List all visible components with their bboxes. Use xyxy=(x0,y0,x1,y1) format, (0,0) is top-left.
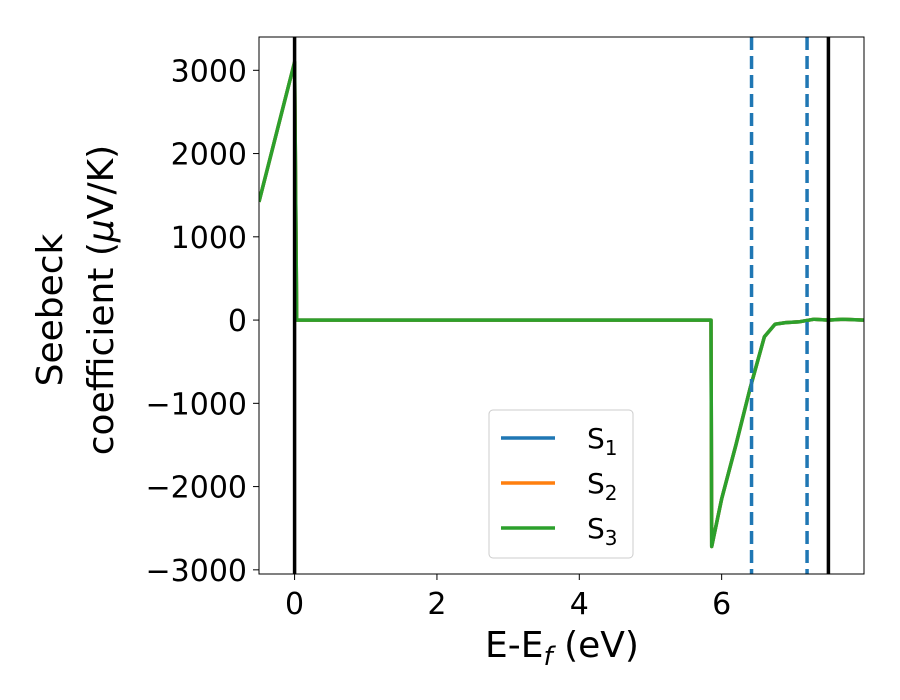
y-tick-label: −2000 xyxy=(146,471,247,506)
x-tick-label: 4 xyxy=(570,587,589,622)
axes: 0 2 4 6 −3000 −2000 −1000 0 1000 2000 3000 xyxy=(146,54,732,622)
legend-label: S3 xyxy=(587,512,618,550)
y-tick-label: 2000 xyxy=(171,138,247,173)
plot-content xyxy=(259,37,864,574)
series-line-s3 xyxy=(259,60,864,549)
x-tick-label: 0 xyxy=(285,587,304,622)
y-tick-label: 0 xyxy=(228,304,247,339)
y-tick-label: −1000 xyxy=(146,387,247,422)
x-tick-label: 6 xyxy=(712,587,731,622)
y-axis-label-line1: Seebeck xyxy=(30,233,71,386)
legend-label: S2 xyxy=(587,467,618,505)
legend: S1 S2 S3 xyxy=(488,409,634,559)
plot-frame xyxy=(258,36,865,575)
legend-box xyxy=(488,409,634,559)
y-tick-label: −3000 xyxy=(146,554,247,589)
legend-label: S1 xyxy=(587,422,618,460)
y-tick-label: 3000 xyxy=(171,54,247,89)
x-axis-label: E-Ef (eV) xyxy=(485,625,639,672)
x-tick-label: 2 xyxy=(427,587,446,622)
y-tick-label: 1000 xyxy=(171,221,247,256)
y-axis-label-line2: coefficient (μV/K) xyxy=(81,145,122,455)
